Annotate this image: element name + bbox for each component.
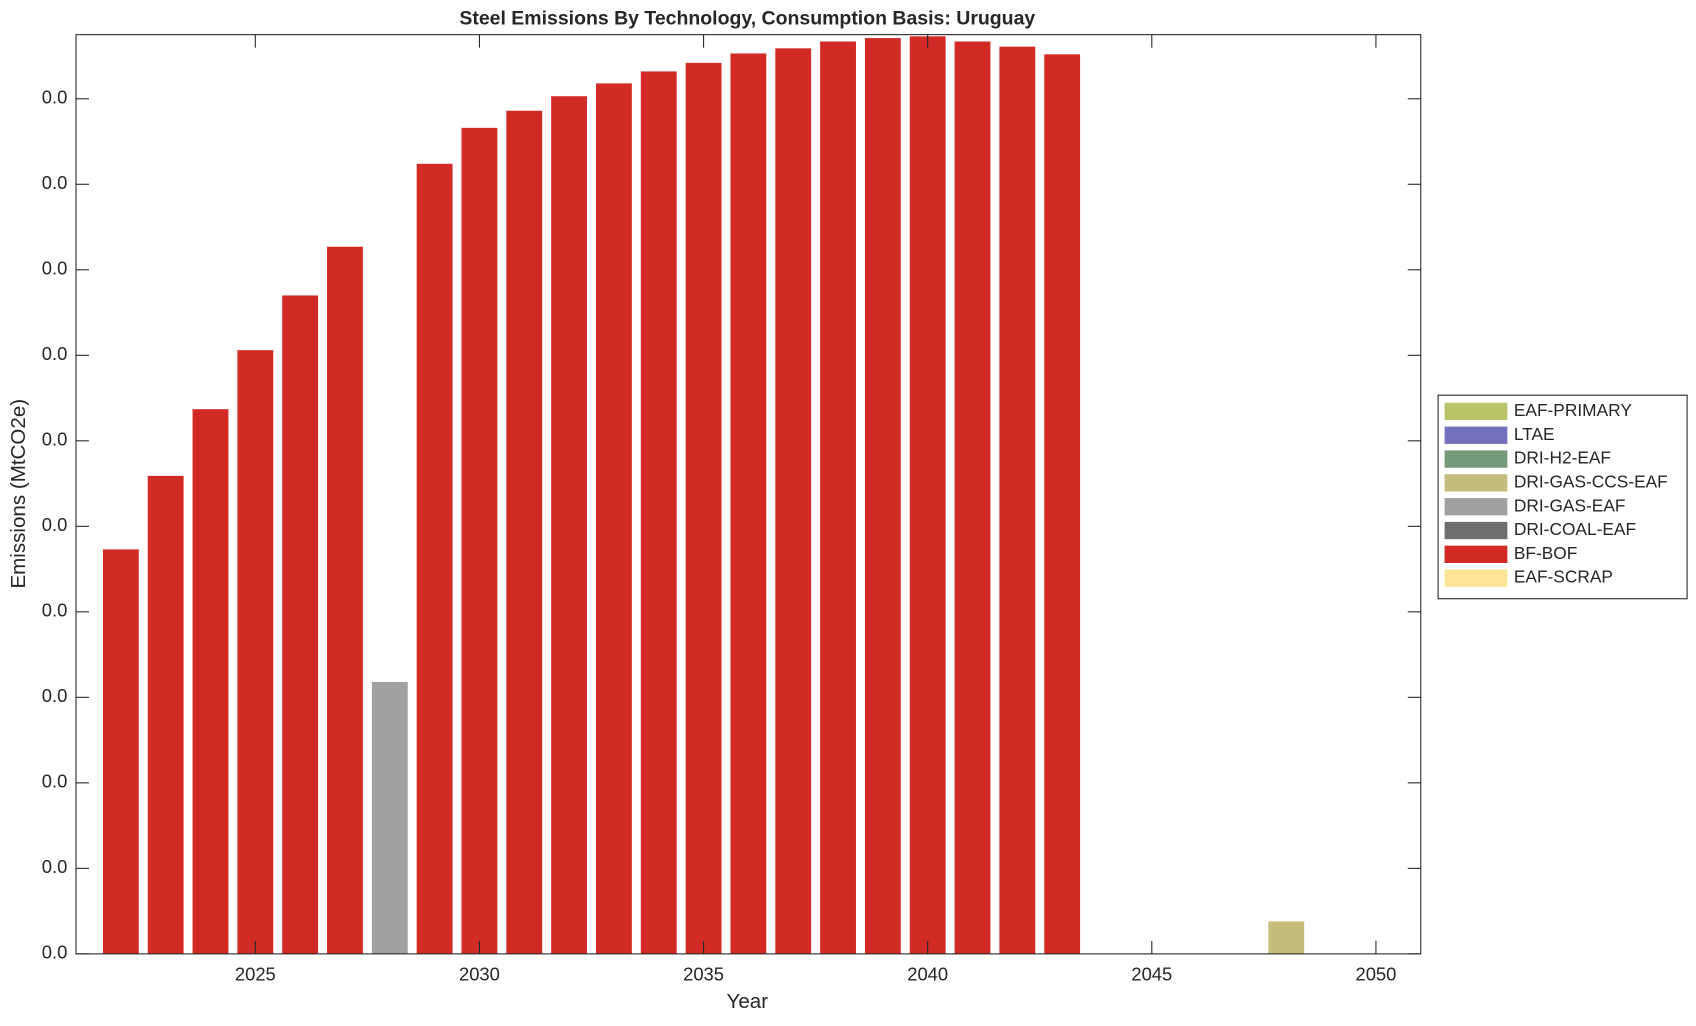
bar-segment	[102, 549, 139, 954]
bar-segment	[909, 36, 946, 954]
bar-segment	[864, 38, 901, 954]
y-tick-label: 0.0	[42, 258, 68, 279]
legend-label: DRI-COAL-EAF	[1514, 519, 1636, 539]
bar-segment	[1044, 54, 1081, 954]
y-tick-label: 0.0	[42, 429, 68, 450]
x-tick-label: 2035	[683, 963, 724, 984]
legend-label: BF-BOF	[1514, 543, 1577, 563]
legend-swatch	[1444, 545, 1508, 564]
chart-title: Steel Emissions By Technology, Consumpti…	[459, 8, 1035, 30]
bar-segment	[461, 127, 498, 954]
y-tick-label: 0.0	[42, 856, 68, 877]
legend-swatch	[1444, 426, 1508, 444]
legend-label: LTAE	[1514, 424, 1555, 444]
y-tick-label: 0.0	[42, 942, 68, 963]
bar-segment	[730, 53, 767, 954]
y-tick-label: 0.0	[42, 514, 68, 535]
y-tick-label: 0.0	[42, 343, 68, 364]
bar-segment	[775, 48, 812, 954]
legend-swatch	[1444, 474, 1508, 492]
legend-swatch	[1444, 450, 1508, 468]
bar-segment	[551, 96, 588, 954]
x-tick-label: 2030	[459, 963, 500, 984]
bar-segment	[416, 163, 453, 954]
bar-segment	[327, 246, 363, 954]
legend-label: DRI-H2-EAF	[1514, 448, 1611, 468]
bar-segment	[371, 681, 408, 954]
bar-segment	[640, 71, 677, 954]
bar-segment	[237, 350, 274, 954]
legend-label: DRI-GAS-CCS-EAF	[1514, 471, 1668, 491]
legend-swatch	[1444, 521, 1508, 540]
legend-swatch	[1444, 498, 1508, 516]
bar-segment	[595, 83, 632, 954]
x-tick-label: 2050	[1355, 963, 1396, 984]
x-axis-label: Year	[727, 990, 769, 1013]
y-tick-label: 0.0	[42, 600, 68, 621]
x-tick-label: 2045	[1131, 963, 1172, 984]
y-axis-label: Emissions (MtCO2e)	[7, 399, 30, 589]
bar-segment	[954, 41, 991, 954]
y-tick-label: 0.0	[42, 87, 68, 108]
legend-label: EAF-SCRAP	[1514, 567, 1613, 587]
y-tick-label: 0.0	[42, 172, 68, 193]
plot-frame	[75, 34, 1422, 955]
legend-label: DRI-GAS-EAF	[1514, 495, 1626, 515]
bar-segment	[282, 295, 319, 954]
bar-segment	[685, 62, 722, 954]
y-tick-label: 0.0	[42, 771, 68, 792]
x-tick-label: 2040	[907, 963, 948, 984]
bar-segment	[820, 41, 856, 954]
legend-swatch	[1444, 402, 1508, 421]
bar-segment	[506, 110, 543, 954]
bar-segment	[999, 46, 1036, 954]
bar-segment	[1268, 921, 1305, 954]
x-tick-label: 2025	[235, 963, 276, 984]
legend-label: EAF-PRIMARY	[1514, 400, 1632, 420]
bar-segment	[192, 409, 229, 954]
y-tick-label: 0.0	[42, 685, 68, 706]
bar-segment	[147, 475, 184, 954]
legend-swatch	[1444, 569, 1508, 587]
